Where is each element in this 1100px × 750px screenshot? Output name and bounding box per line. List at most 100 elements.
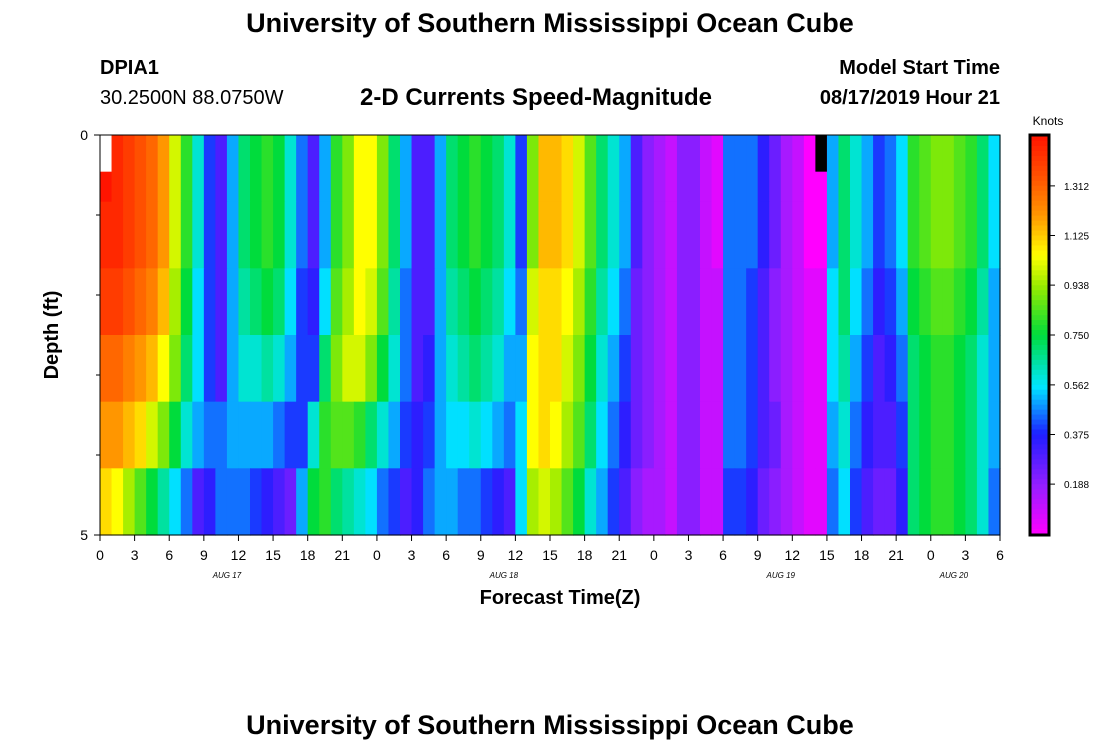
heatmap-cell: [988, 268, 1001, 336]
heatmap-cell: [803, 468, 816, 536]
heatmap-cell: [550, 335, 563, 403]
colorbar-band: [1031, 185, 1048, 192]
heatmap-cell: [423, 268, 436, 336]
heatmap-cell: [503, 401, 516, 469]
heatmap-cell: [676, 201, 690, 269]
heatmap-cell: [480, 268, 493, 336]
heatmap-cell: [134, 401, 147, 469]
heatmap-cell: [353, 468, 366, 536]
heatmap-cell: [688, 268, 701, 336]
x-tick-label: 12: [508, 547, 524, 563]
heatmap-cell: [538, 335, 551, 403]
heatmap-cell: [423, 335, 436, 403]
heatmap-cell: [919, 135, 932, 203]
heatmap-cell: [619, 468, 632, 536]
heatmap-cell: [850, 135, 863, 203]
heatmap-cell: [226, 468, 240, 536]
heatmap-cell: [711, 468, 724, 536]
x-tick-label: 18: [854, 547, 870, 563]
heatmap-cell: [653, 135, 666, 203]
heatmap-cell: [434, 268, 447, 336]
missing-data-marker: [815, 135, 827, 172]
heatmap-cell: [584, 201, 597, 269]
heatmap-cell: [434, 135, 447, 203]
heatmap-cell: [930, 468, 943, 536]
colorbar-tick-label: 1.312: [1064, 182, 1089, 193]
heatmap-cell: [457, 401, 470, 469]
heatmap-cell: [630, 335, 643, 403]
heatmap-cell: [307, 335, 320, 403]
heatmap-cell: [769, 335, 782, 403]
heatmap-cell: [503, 268, 516, 336]
heatmap-cell: [561, 201, 574, 269]
heatmap-cell: [446, 401, 459, 469]
x-tick-label: 6: [165, 547, 173, 563]
heatmap-cell: [111, 335, 124, 403]
heatmap-cell: [953, 268, 966, 336]
heatmap-cell: [400, 201, 413, 269]
heatmap-cell: [642, 268, 655, 336]
page-title: University of Southern Mississippi Ocean…: [246, 8, 854, 38]
colorbar-band: [1031, 215, 1048, 222]
colorbar-band: [1031, 389, 1048, 396]
heatmap-cell: [423, 201, 436, 269]
heatmap-cell: [353, 401, 366, 469]
heatmap-cell: [711, 335, 724, 403]
heatmap-cell: [492, 201, 505, 269]
heatmap-cell: [746, 335, 759, 403]
heatmap-cell: [861, 401, 874, 469]
heatmap-cell: [561, 268, 574, 336]
heatmap-cell: [838, 268, 851, 336]
heatmap-cell: [988, 135, 1001, 203]
colorbar-band: [1031, 200, 1048, 207]
heatmap-cell: [273, 335, 286, 403]
heatmap-cell: [734, 401, 747, 469]
heatmap-cell: [757, 335, 770, 403]
heatmap-cell: [388, 468, 401, 536]
heatmap-cell: [365, 468, 378, 536]
heatmap-cell: [746, 135, 759, 203]
heatmap-cell: [838, 468, 851, 536]
heatmap-cell: [203, 135, 216, 203]
heatmap-cell: [780, 201, 793, 269]
heatmap-cell: [134, 468, 147, 536]
colorbar-tick-label: 0.375: [1064, 431, 1089, 442]
heatmap-cell: [757, 268, 770, 336]
heatmap-cell: [146, 468, 159, 536]
x-tick-label: 9: [477, 547, 485, 563]
heatmap-cell: [653, 401, 666, 469]
heatmap-cell: [642, 335, 655, 403]
heatmap-cell: [596, 135, 609, 203]
heatmap-cell: [965, 268, 978, 336]
heatmap-cell: [203, 268, 216, 336]
heatmap-cell: [226, 201, 240, 269]
heatmap-cell: [146, 335, 159, 403]
heatmap-cell: [596, 268, 609, 336]
colorbar-band: [1031, 195, 1048, 202]
heatmap-cell: [665, 335, 678, 403]
heatmap-cell: [792, 401, 805, 469]
heatmap-cell: [769, 468, 782, 536]
heatmap-cell: [492, 335, 505, 403]
heatmap-cell: [769, 401, 782, 469]
heatmap-cell: [561, 401, 574, 469]
heatmap-cell: [723, 135, 736, 203]
heatmap-cell: [238, 135, 251, 203]
heatmap-cell: [930, 401, 943, 469]
colorbar-ticks: 1.312 1.125 0.938 0.750 0.562 0.375 0.188: [1049, 182, 1089, 491]
colorbar-band: [1031, 449, 1048, 455]
heatmap-cell: [376, 201, 390, 269]
heatmap-cell: [342, 201, 355, 269]
heatmap-cell: [411, 268, 424, 336]
heatmap-cell: [942, 468, 955, 536]
heatmap-cell: [330, 201, 343, 269]
heatmap-cell: [573, 135, 586, 203]
heatmap-cell: [723, 335, 736, 403]
colorbar-band: [1031, 325, 1048, 331]
heatmap-cell: [676, 268, 690, 336]
heatmap-cell: [688, 201, 701, 269]
heatmap-cell: [376, 268, 390, 336]
heatmap-cell: [146, 401, 159, 469]
heatmap-cell: [919, 468, 932, 536]
heatmap-cell: [123, 335, 136, 403]
